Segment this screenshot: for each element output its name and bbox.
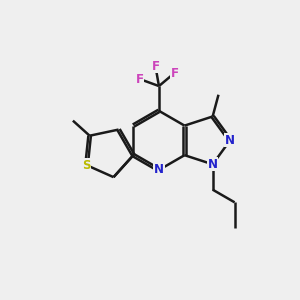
Text: F: F — [136, 73, 144, 85]
Text: N: N — [225, 134, 235, 147]
Text: S: S — [82, 159, 91, 172]
Text: F: F — [152, 60, 159, 73]
Text: N: N — [154, 164, 164, 176]
Text: F: F — [170, 67, 178, 80]
Text: N: N — [208, 158, 218, 171]
